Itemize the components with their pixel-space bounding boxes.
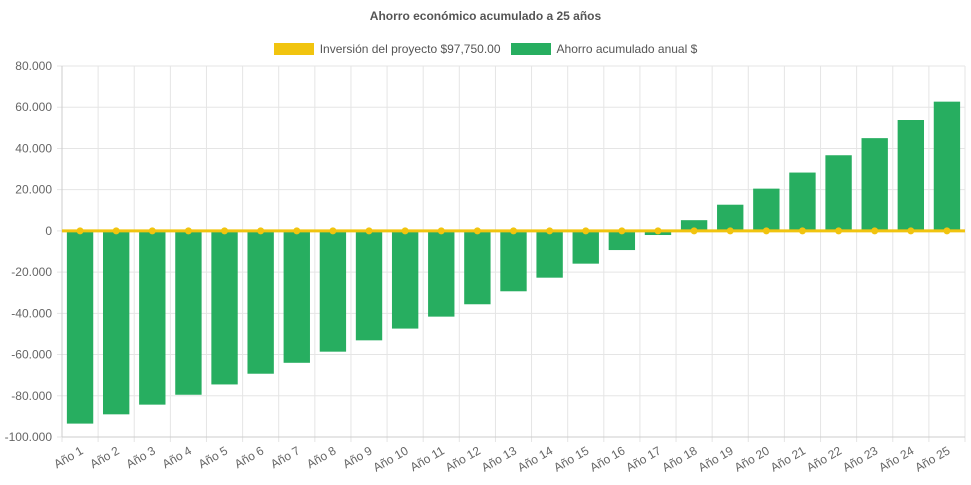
investment-point[interactable] [293, 227, 301, 235]
investment-point[interactable] [76, 227, 84, 235]
y-tick-label: -20.000 [11, 265, 52, 279]
x-tick-label: Año 16 [587, 443, 627, 474]
y-tick-label: -60.000 [11, 348, 52, 362]
bar[interactable] [247, 230, 274, 374]
bar[interactable] [680, 220, 708, 231]
investment-point[interactable] [401, 227, 409, 235]
bar[interactable] [572, 230, 599, 264]
bar[interactable] [897, 120, 925, 231]
investment-point[interactable] [473, 227, 481, 235]
bar[interactable] [355, 230, 383, 341]
chart-title: Ahorro económico acumulado a 25 años [369, 9, 602, 23]
bar[interactable] [66, 230, 94, 424]
x-tick-label: Año 15 [551, 443, 591, 474]
x-tick-label: Año 23 [840, 443, 880, 474]
bar[interactable] [102, 230, 130, 415]
y-tick-label: 60.000 [15, 100, 52, 114]
bar[interactable] [608, 230, 636, 251]
investment-point[interactable] [907, 227, 915, 235]
investment-point[interactable] [654, 227, 662, 235]
investment-point[interactable] [546, 227, 554, 235]
x-tick-label: Año 24 [876, 443, 916, 474]
bar[interactable] [211, 230, 238, 385]
legend-item-investment[interactable]: Inversión del proyecto $97,750.00 [273, 42, 501, 56]
bar[interactable] [428, 230, 455, 317]
investment-point[interactable] [618, 227, 626, 235]
investment-point[interactable] [437, 227, 445, 235]
investment-point[interactable] [221, 227, 229, 235]
bar[interactable] [464, 230, 491, 305]
investment-point[interactable] [148, 227, 156, 235]
bar[interactable] [175, 230, 202, 395]
bar[interactable] [319, 230, 347, 352]
investment-point[interactable] [582, 227, 590, 235]
x-tick-label: Año 8 [304, 443, 338, 471]
x-tick-label: Año 6 [232, 443, 266, 471]
bar[interactable] [391, 230, 419, 329]
investment-point[interactable] [762, 227, 770, 235]
x-tick-label: Año 3 [124, 443, 158, 471]
y-tick-label: 0 [45, 224, 52, 238]
x-tick-label: Año 12 [443, 443, 483, 474]
bar[interactable] [500, 230, 527, 292]
x-tick-label: Año 21 [768, 443, 808, 474]
investment-point[interactable] [943, 227, 951, 235]
bar[interactable] [933, 101, 961, 231]
investment-point[interactable] [510, 227, 517, 235]
bar[interactable] [825, 155, 852, 231]
x-tick-label: Año 10 [371, 443, 411, 474]
x-tick-label: Año 20 [732, 443, 772, 474]
investment-point[interactable] [871, 227, 879, 235]
investment-point[interactable] [257, 227, 265, 235]
chart-legend: Inversión del proyecto $97,750.00 Ahorro… [0, 42, 971, 56]
bar[interactable] [789, 172, 816, 231]
investment-point[interactable] [112, 227, 120, 235]
bar[interactable] [861, 138, 888, 231]
legend-swatch-investment [273, 43, 314, 55]
x-tick-label: Año 11 [408, 443, 447, 474]
investment-point[interactable] [690, 227, 698, 235]
y-tick-label: 40.000 [15, 141, 52, 155]
y-tick-label: -40.000 [11, 306, 52, 320]
x-tick-label: Año 19 [696, 443, 736, 474]
bar[interactable] [139, 230, 166, 405]
investment-point[interactable] [329, 227, 337, 235]
legend-swatch-savings [510, 43, 551, 55]
investment-point[interactable] [184, 227, 192, 235]
y-tick-label: 20.000 [15, 183, 52, 197]
x-tick-label: Año 9 [340, 443, 374, 471]
x-tick-label: Año 25 [912, 443, 952, 474]
y-tick-label: 80.000 [15, 59, 52, 73]
investment-point[interactable] [365, 227, 373, 235]
y-tick-label: -100.000 [5, 430, 53, 444]
x-tick-label: Año 17 [624, 443, 664, 474]
investment-point[interactable] [726, 227, 734, 235]
x-tick-label: Año 7 [268, 443, 302, 471]
x-tick-label: Año 1 [51, 443, 85, 471]
legend-label-investment: Inversión del proyecto $97,750.00 [319, 42, 501, 56]
x-tick-label: Año 13 [479, 443, 519, 474]
x-tick-label: Año 22 [804, 443, 844, 474]
legend-item-savings[interactable]: Ahorro acumulado anual $ [510, 42, 698, 56]
legend-label-savings: Ahorro acumulado anual $ [556, 42, 698, 56]
x-tick-label: Año 5 [196, 443, 230, 471]
x-tick-label: Año 18 [660, 443, 700, 474]
investment-point[interactable] [835, 227, 843, 235]
bar[interactable] [717, 204, 744, 231]
bar[interactable] [753, 188, 780, 231]
investment-point[interactable] [798, 227, 806, 235]
x-tick-label: Año 4 [160, 443, 194, 471]
x-tick-label: Año 14 [515, 443, 555, 474]
bar[interactable] [283, 230, 310, 363]
bar[interactable] [536, 230, 563, 278]
x-tick-label: Año 2 [88, 443, 122, 471]
y-tick-label: -80.000 [11, 389, 52, 403]
